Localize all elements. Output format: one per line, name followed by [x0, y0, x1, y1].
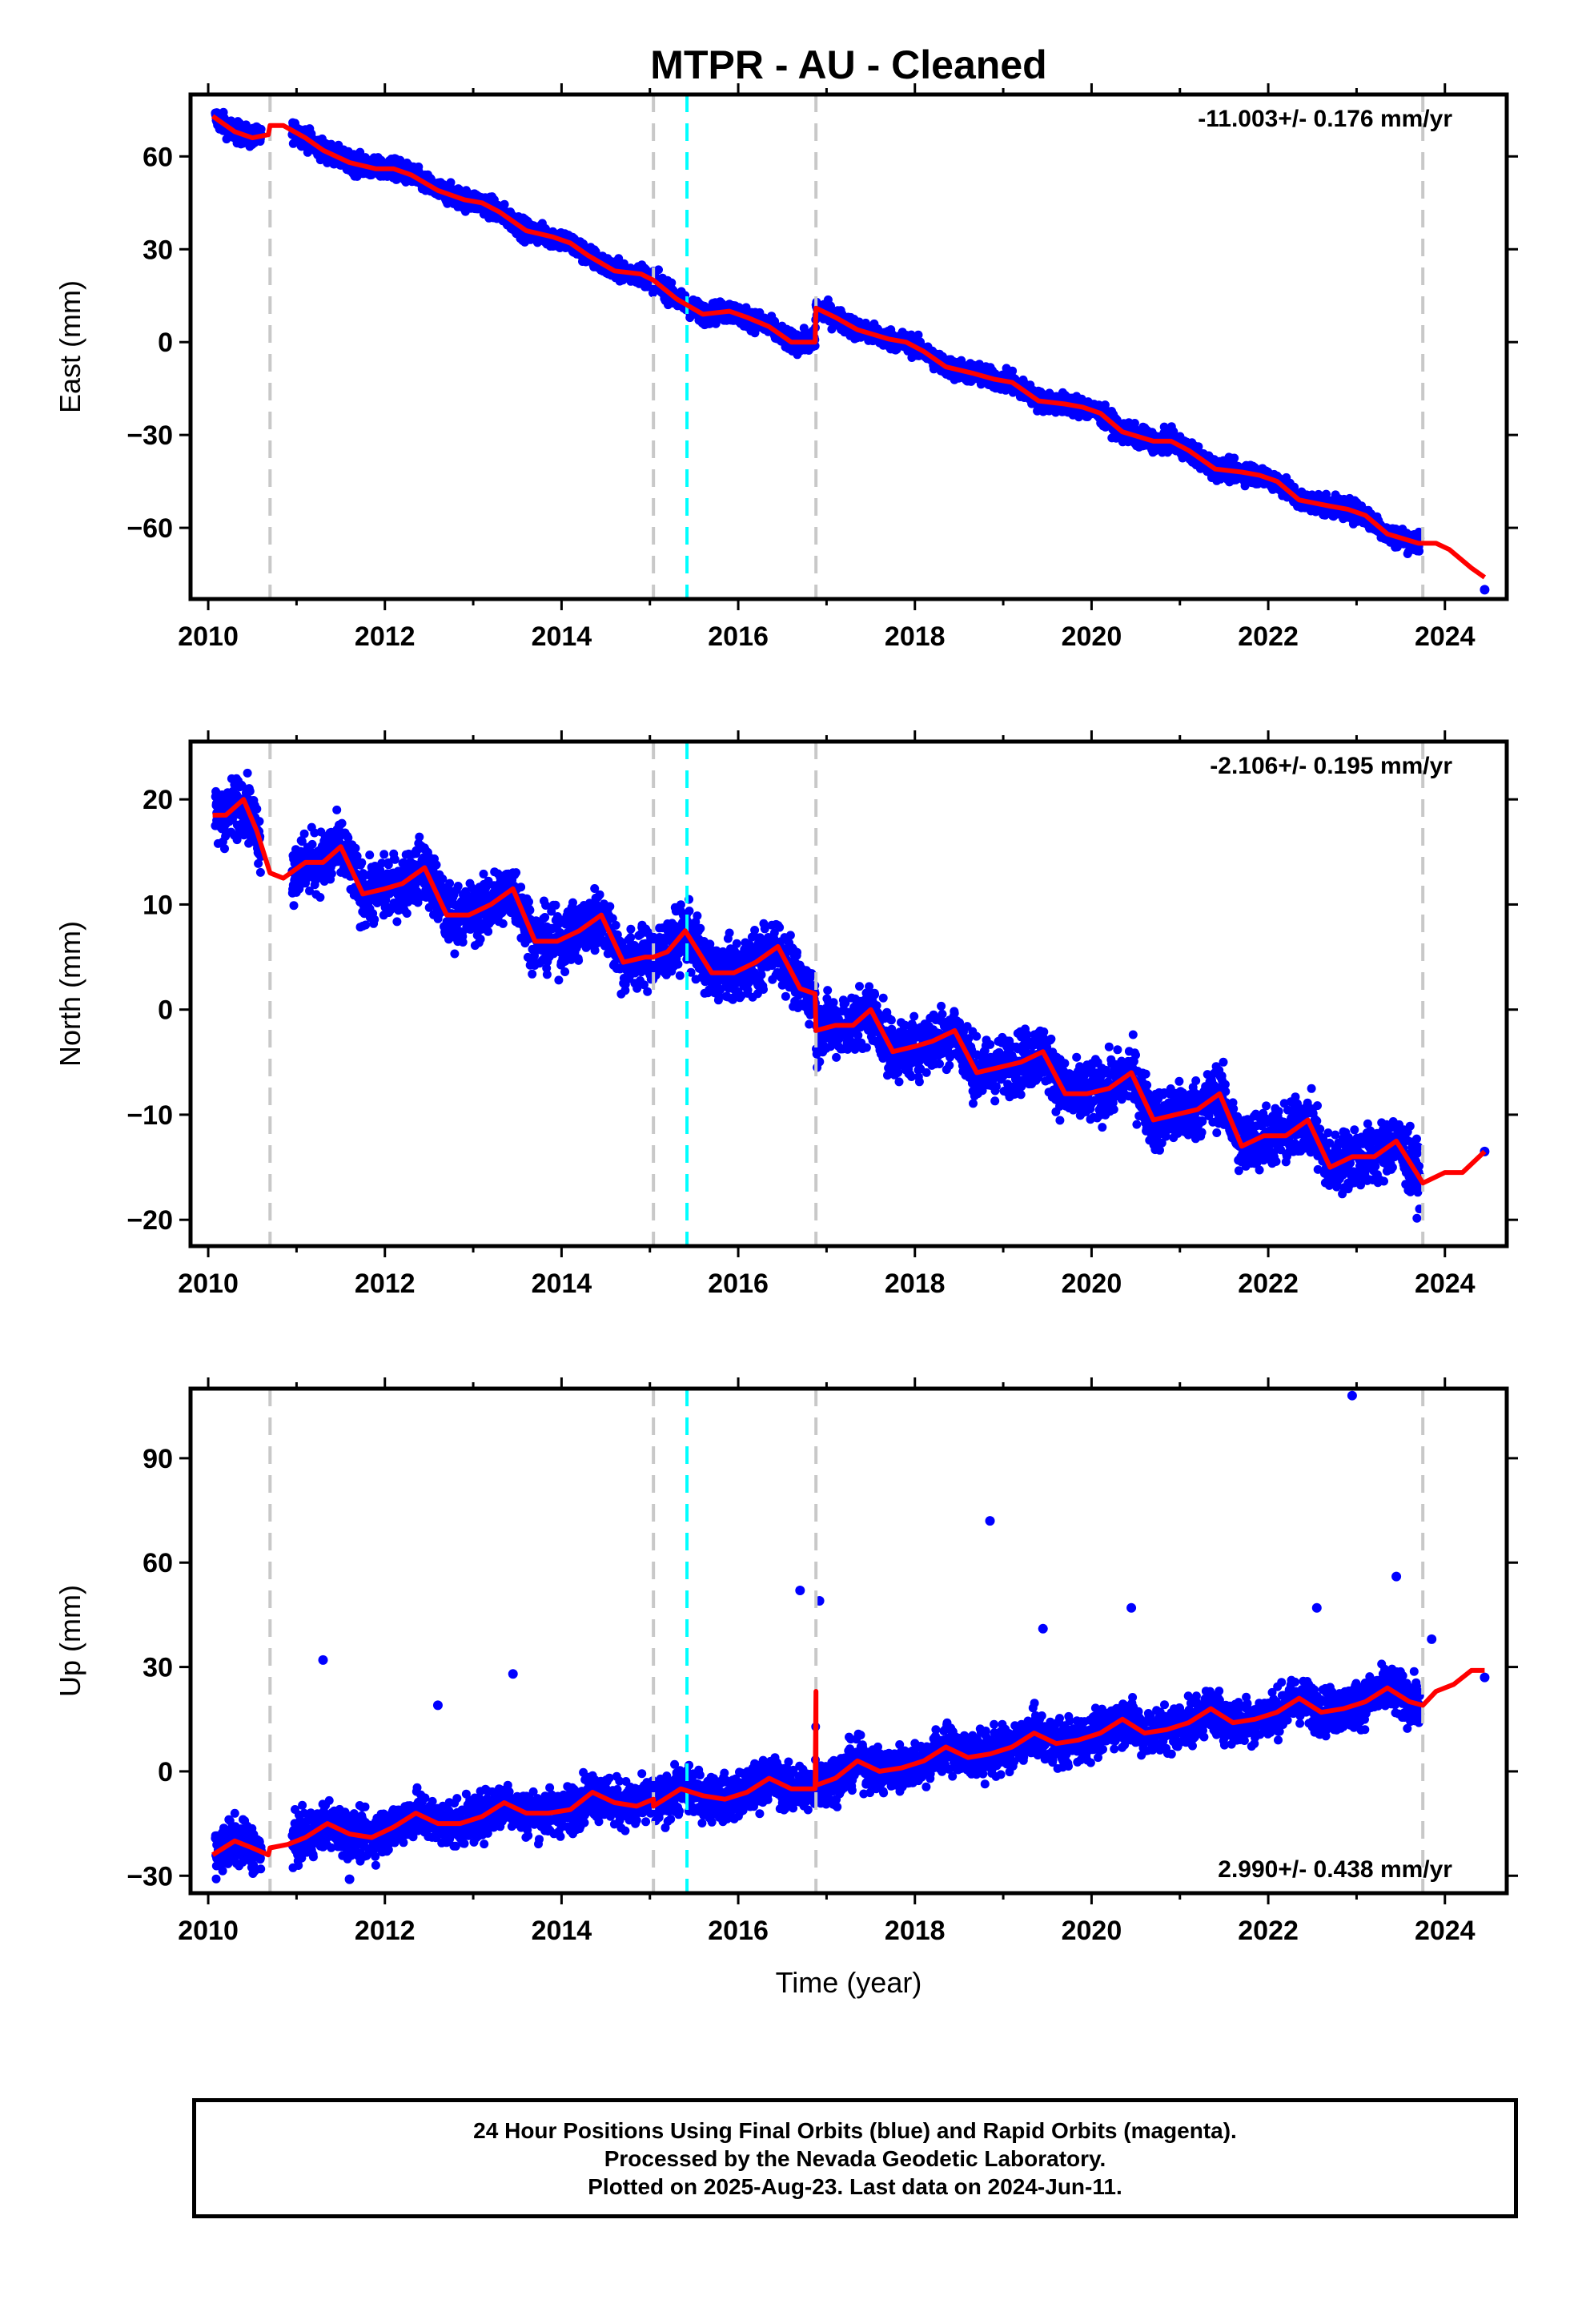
data-point — [402, 909, 412, 918]
data-point — [1290, 482, 1299, 492]
x-tick-label: 2020 — [1062, 621, 1122, 652]
y-tick-label: 30 — [143, 235, 173, 265]
data-point — [370, 915, 379, 924]
data-point — [327, 869, 336, 879]
plot-frame — [188, 92, 1509, 601]
north-panel: 2010 2012 2014 2016 2018 2020 2022 2024−20−1001… — [54, 730, 1518, 1299]
data-point — [379, 850, 389, 859]
y-tick-label: −30 — [126, 420, 173, 451]
x-tick-label: 2016 — [708, 621, 769, 652]
data-point — [255, 817, 264, 826]
data-point — [299, 829, 309, 838]
data-point — [667, 278, 677, 287]
x-tick-label: 2022 — [1238, 621, 1299, 652]
data-point — [445, 879, 455, 888]
data-point — [256, 124, 266, 134]
data-point — [392, 917, 402, 927]
data-point — [255, 867, 265, 877]
data-point — [1194, 442, 1203, 452]
data-point — [390, 854, 400, 864]
x-tick-label: 2010 — [178, 621, 239, 652]
data-point — [220, 844, 229, 854]
figure-title: MTPR - AU - Cleaned — [650, 42, 1046, 87]
x-tick-label: 2014 — [532, 621, 592, 652]
data-point — [254, 858, 263, 868]
data-point — [307, 839, 317, 849]
data-point — [432, 860, 441, 870]
x-tick-label: 2012 — [355, 621, 416, 652]
data-point — [357, 858, 367, 867]
rate-label: -11.003+/- 0.176 mm/yr — [1198, 106, 1452, 132]
data-point — [1230, 453, 1239, 463]
data-point — [361, 920, 371, 930]
y-tick-label: −60 — [126, 513, 173, 544]
observed-points — [211, 768, 1490, 1223]
data-point — [913, 330, 923, 340]
data-point — [415, 832, 424, 842]
data-point — [297, 837, 307, 846]
data-point — [315, 893, 325, 902]
y-tick-label: 0 — [158, 328, 173, 358]
data-point — [332, 805, 342, 814]
data-point — [245, 786, 255, 796]
model-line — [211, 114, 1487, 580]
data-point — [500, 199, 509, 209]
y-axis-label: East (mm) — [54, 280, 86, 413]
y-tick-label: 60 — [143, 142, 173, 172]
plot-area — [211, 742, 1490, 1246]
data-point — [289, 901, 299, 911]
data-point — [305, 887, 314, 895]
x-tick-label: 2018 — [885, 621, 946, 652]
data-point — [1008, 366, 1018, 376]
data-point — [310, 828, 319, 838]
data-point — [243, 768, 252, 778]
data-point — [337, 818, 347, 828]
data-point — [450, 949, 460, 959]
data-point — [1480, 585, 1490, 595]
data-point — [365, 850, 375, 860]
data-point — [1322, 489, 1331, 499]
plot-area — [211, 94, 1490, 599]
data-point — [343, 833, 353, 842]
x-tick-label: 2024 — [1415, 621, 1476, 652]
east-panel: 2010 2012 2014 2016 2018 2020 2022 2024 −60 −30 0 3… — [54, 83, 1518, 652]
data-point — [252, 804, 262, 814]
observed-points — [211, 107, 1490, 595]
data-point — [351, 843, 360, 853]
data-point — [654, 265, 663, 275]
data-point — [237, 782, 247, 791]
data-point — [446, 178, 456, 187]
